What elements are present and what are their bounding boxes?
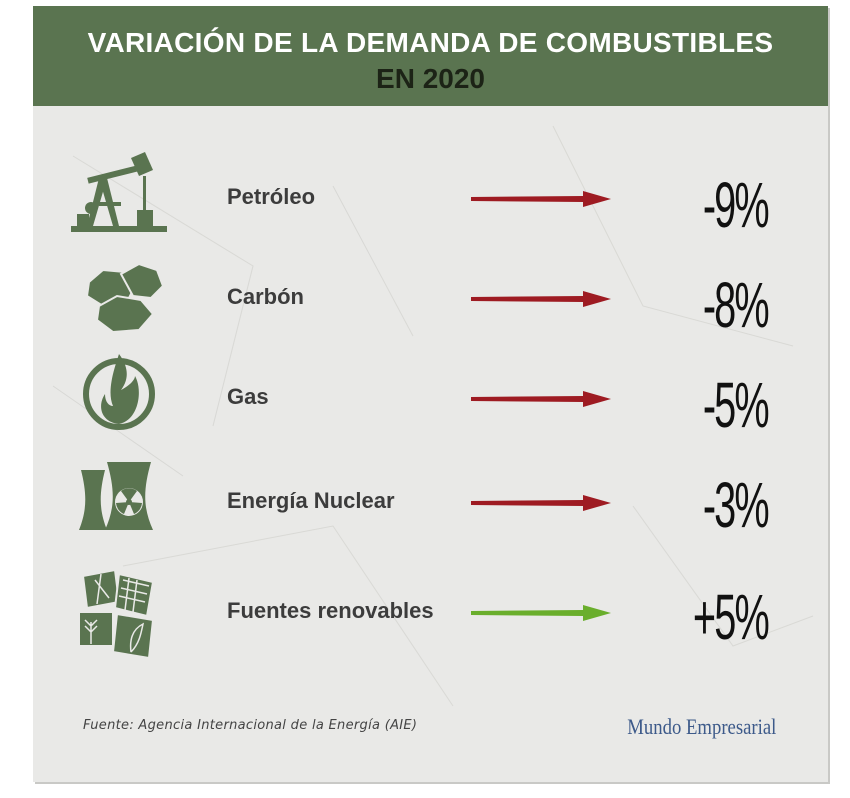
arrow-renovables (471, 605, 611, 621)
arrow-carbon (471, 291, 611, 307)
row-nuclear: Energía Nuclear -3% (33, 446, 828, 546)
paper-texture (52, 125, 814, 707)
oil-pump-icon (71, 152, 167, 232)
title-line-1: VARIACIÓN DE LA DEMANDA DE COMBUSTIBLES (87, 27, 774, 58)
coal-icon (85, 262, 165, 334)
row-petroleo: Petróleo -9% (33, 146, 828, 246)
label-petroleo: Petróleo (227, 184, 316, 209)
label-renovables: Fuentes renovables (227, 598, 434, 623)
value-carbon: -8% (703, 269, 770, 341)
row-renovables: Fuentes renovables +5% (33, 562, 828, 662)
title-line-2: EN 2020 (376, 63, 485, 94)
label-gas: Gas (227, 384, 269, 409)
value-renovables: +5% (693, 581, 770, 653)
renewables-icon (78, 568, 155, 660)
label-carbon: Carbón (227, 284, 304, 309)
arrow-gas (471, 391, 611, 407)
value-petroleo: -9% (703, 169, 770, 241)
row-carbon: Carbón -8% (33, 246, 828, 346)
label-nuclear: Energía Nuclear (227, 488, 395, 513)
header-banner: VARIACIÓN DE LA DEMANDA DE COMBUSTIBLES … (33, 6, 828, 106)
nuclear-plant-icon (79, 462, 153, 530)
value-gas: -5% (703, 369, 770, 441)
brand-logo: Mundo Empresarial (626, 714, 776, 739)
row-gas: Gas -5% (33, 346, 828, 446)
value-nuclear: -3% (703, 469, 770, 541)
gas-flame-icon (83, 354, 155, 430)
arrow-nuclear (471, 495, 611, 511)
infographic-card: VARIACIÓN DE LA DEMANDA DE COMBUSTIBLES … (33, 6, 828, 782)
arrow-petroleo (471, 191, 611, 207)
source-note: Fuente: Agencia Internacional de la Ener… (83, 718, 418, 733)
